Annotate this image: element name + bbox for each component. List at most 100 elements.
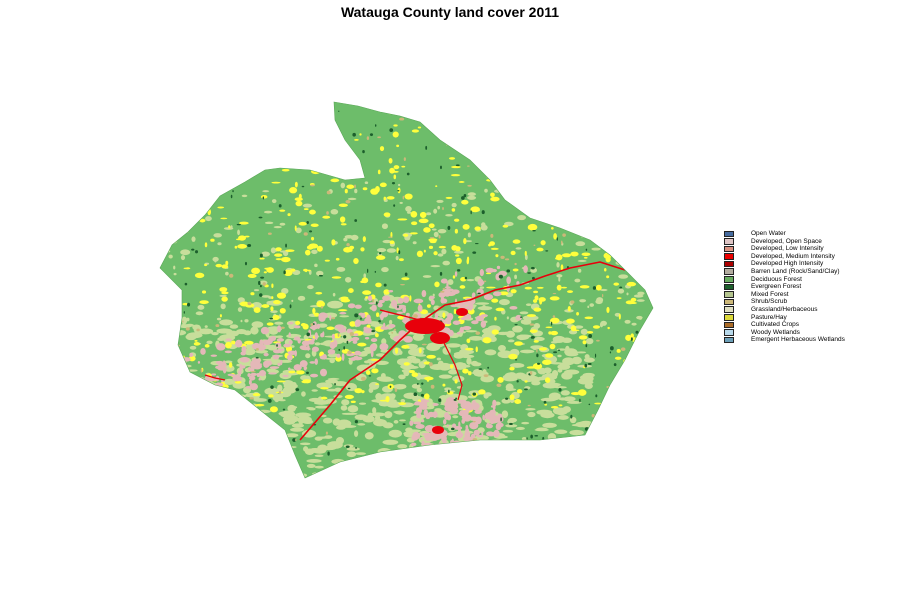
mixed-forest-patch — [203, 426, 218, 432]
mixed-forest-patch — [575, 241, 586, 247]
pasture-patch — [298, 193, 302, 199]
developed-open-patch — [447, 313, 454, 321]
pasture-patch — [201, 168, 208, 171]
evergreen-patch — [189, 468, 193, 471]
developed-open-patch — [241, 345, 247, 354]
mixed-forest-patch — [441, 248, 447, 255]
evergreen-patch — [389, 385, 392, 388]
mixed-forest-patch — [432, 293, 435, 297]
county-land-cover — [160, 102, 662, 478]
mixed-forest-patch — [551, 370, 559, 377]
mixed-forest-patch — [480, 469, 491, 475]
pasture-patch — [454, 379, 458, 384]
evergreen-patch — [527, 272, 531, 274]
mixed-forest-patch — [654, 270, 662, 272]
pasture-patch — [377, 169, 381, 175]
developed-open-patch — [367, 295, 373, 302]
mixed-forest-patch — [512, 325, 523, 333]
pasture-patch — [538, 297, 546, 302]
mixed-forest-patch — [539, 468, 547, 477]
developed-open-patch — [506, 284, 510, 292]
pasture-patch — [424, 376, 434, 381]
mixed-forest-patch — [416, 387, 423, 393]
mixed-forest-patch — [452, 375, 465, 382]
mixed-forest-patch — [291, 299, 294, 302]
pasture-patch — [301, 380, 311, 384]
pasture-patch — [296, 370, 305, 375]
evergreen-patch — [230, 194, 233, 199]
developed-open-patch — [476, 435, 484, 438]
mixed-forest-patch — [206, 446, 216, 455]
mixed-forest-patch — [270, 441, 283, 445]
mixed-forest-patch — [533, 336, 545, 342]
mixed-forest-patch — [522, 453, 530, 457]
mixed-forest-patch — [388, 429, 403, 438]
mixed-forest-patch — [528, 447, 540, 451]
mixed-forest-patch — [172, 382, 183, 385]
mixed-forest-patch — [173, 311, 176, 314]
evergreen-patch — [292, 136, 296, 140]
developed-open-patch — [370, 338, 378, 343]
mixed-forest-patch — [515, 426, 525, 431]
developed-open-patch — [462, 325, 472, 331]
pasture-patch — [388, 157, 393, 164]
shrub-patch — [560, 240, 563, 245]
legend-label: Woody Wetlands — [751, 328, 800, 336]
evergreen-patch — [618, 429, 622, 433]
pasture-patch — [465, 347, 474, 351]
shrub-patch — [529, 323, 535, 326]
developed-open-patch — [482, 414, 486, 421]
shrub-patch — [440, 290, 445, 293]
pasture-patch — [554, 133, 563, 139]
mixed-forest-patch — [563, 396, 576, 402]
mixed-forest-patch — [646, 323, 653, 329]
mixed-forest-patch — [639, 244, 643, 250]
evergreen-patch — [391, 181, 396, 185]
evergreen-patch — [241, 151, 245, 156]
mixed-forest-patch — [453, 250, 464, 254]
pasture-patch — [331, 276, 342, 279]
pasture-patch — [523, 143, 530, 150]
pasture-patch — [524, 286, 532, 290]
shrub-patch — [294, 439, 297, 441]
developed-open-patch — [299, 360, 308, 368]
pasture-patch — [512, 268, 519, 272]
pasture-patch — [264, 267, 272, 270]
pasture-patch — [445, 196, 453, 199]
pasture-patch — [475, 346, 478, 353]
mixed-forest-patch — [325, 357, 338, 360]
mixed-forest-patch — [479, 286, 485, 289]
mixed-forest-patch — [173, 373, 182, 377]
pasture-patch — [466, 338, 471, 344]
mixed-forest-patch — [643, 269, 652, 275]
developed-open-patch — [417, 304, 423, 312]
pasture-patch — [260, 195, 268, 199]
mixed-forest-patch — [626, 292, 629, 296]
pasture-patch — [198, 152, 203, 158]
mixed-forest-patch — [483, 392, 489, 399]
evergreen-patch — [472, 251, 477, 254]
mixed-forest-patch — [469, 452, 480, 457]
pasture-patch — [490, 192, 495, 198]
legend-item: Developed, Open Space — [724, 238, 845, 246]
mixed-forest-patch — [433, 208, 438, 214]
mixed-forest-patch — [225, 405, 231, 412]
mixed-forest-patch — [219, 319, 234, 326]
mixed-forest-patch — [175, 395, 184, 399]
pasture-patch — [375, 282, 382, 288]
shrub-patch — [345, 199, 351, 204]
evergreen-patch — [455, 397, 458, 400]
mixed-forest-patch — [279, 435, 289, 441]
shrub-patch — [403, 157, 406, 161]
developed-open-patch — [276, 325, 282, 333]
mixed-forest-patch — [561, 371, 573, 380]
developed-town-core — [430, 332, 450, 344]
mixed-forest-patch — [653, 325, 656, 329]
developed-open-patch — [269, 366, 280, 369]
pasture-patch — [604, 267, 607, 272]
mixed-forest-patch — [336, 266, 346, 272]
pasture-patch — [512, 239, 521, 244]
mixed-forest-patch — [203, 448, 214, 451]
pasture-patch — [171, 128, 179, 135]
shrub-patch — [247, 301, 252, 306]
